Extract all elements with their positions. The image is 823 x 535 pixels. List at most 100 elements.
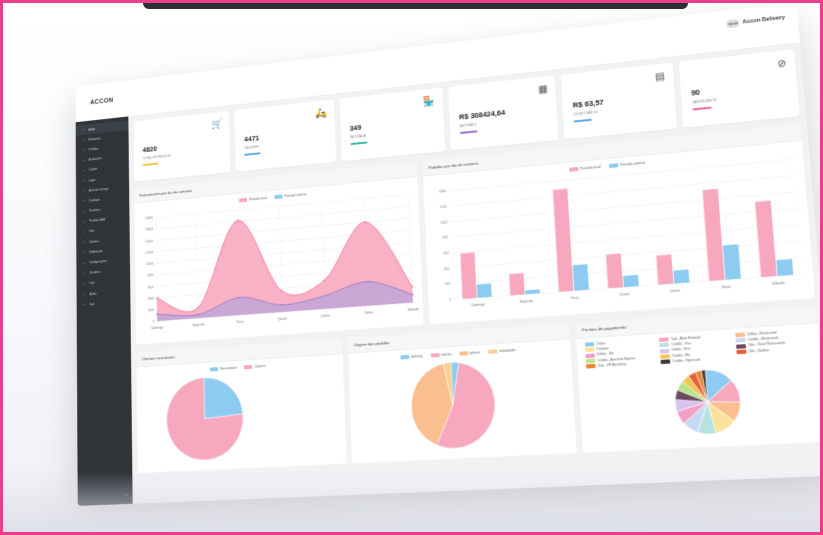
- bar-previous: [723, 244, 741, 280]
- bar-previous: [776, 259, 793, 276]
- x-tick-label: Sábado: [772, 281, 785, 286]
- card-accent-bar: [350, 141, 367, 145]
- kpi-card[interactable]: ⊘ 90 Cancelados: [678, 49, 799, 128]
- card-label: Retirada: [350, 134, 366, 139]
- bar-previous: [623, 275, 639, 287]
- bar-previous: [673, 269, 689, 283]
- card-accent-bar: [143, 163, 159, 166]
- bar-previous: [477, 283, 492, 297]
- bar-current: [606, 254, 623, 289]
- sidebar-item-label: Área de entrega: [89, 187, 109, 193]
- sidebar-item-label: Pedidos: [88, 147, 98, 152]
- brand-logo[interactable]: ACCON: [75, 80, 128, 122]
- y-tick-label: 14000: [145, 239, 153, 244]
- user-menu[interactable]: accon Accon Delivery: [726, 14, 785, 29]
- sidebar: • Início • Relatórios • Pedidos • Avaliações • Cu…: [76, 116, 133, 506]
- y-tick-label: 18000: [145, 216, 153, 221]
- y-tick-label: 0: [153, 320, 155, 324]
- list-icon: •: [81, 148, 86, 153]
- y-tick-label: 0: [449, 298, 451, 302]
- sidebar-item-label: Ajuda: [89, 291, 96, 295]
- sidebar-item-label: Login: [89, 178, 96, 182]
- y-tick-label: 12000: [145, 250, 153, 255]
- sidebar-item-label: Relatórios: [88, 136, 100, 141]
- sidebar-item-label: Produtos Add: [89, 218, 105, 223]
- y-tick-label: 10000: [146, 262, 154, 267]
- y-tick-label: 800: [443, 236, 449, 240]
- box-icon: •: [81, 209, 86, 214]
- recurring-clients-panel: Clientes recorrentes Recorrentes Clientes: [136, 338, 346, 473]
- brand-logo-text: ACCON: [90, 97, 114, 106]
- y-tick-label: 8000: [147, 273, 154, 277]
- store-icon: •: [81, 229, 86, 234]
- card-icon: ▤: [655, 71, 666, 83]
- card-icon: 🏪: [423, 96, 435, 108]
- card-value: R$ 63,57: [573, 98, 604, 110]
- x-tick-label: Quarta: [619, 292, 630, 297]
- pie-chart-clients: [137, 364, 342, 474]
- sidebar-item-label: Cardápio: [89, 198, 100, 203]
- bar-current: [755, 201, 777, 278]
- x-tick-label: Terça: [236, 320, 244, 324]
- y-tick-label: 1200: [440, 205, 447, 210]
- card-accent-bar: [460, 130, 478, 134]
- card-value: 90: [691, 88, 700, 98]
- bar-current: [460, 252, 476, 299]
- x-tick-label: Domingo: [151, 326, 163, 331]
- x-tick-label: Domingo: [471, 302, 484, 307]
- kpi-card[interactable]: ▦ R$ 308424,64 Faturado: [448, 75, 559, 150]
- gear-icon: •: [82, 260, 87, 265]
- grid-line: [453, 241, 802, 268]
- floor-shadow: [3, 472, 820, 532]
- plus-icon: •: [81, 219, 86, 224]
- map-icon: •: [81, 188, 86, 193]
- sidebar-item-label: Loja: [89, 229, 94, 233]
- sidebar-item-label: Usuários: [89, 270, 100, 275]
- x-tick-label: Sexta: [722, 285, 732, 290]
- help-icon: •: [82, 292, 87, 297]
- sidebar-item-label: Fidelização: [89, 249, 103, 254]
- x-tick-label: Sábado: [408, 307, 419, 312]
- users-icon: •: [81, 240, 86, 245]
- card-accent-bar: [245, 152, 261, 156]
- y-tick-label: 600: [443, 251, 449, 255]
- card-value: 4820: [142, 144, 157, 154]
- bar-current: [509, 273, 525, 295]
- user-icon: •: [82, 271, 87, 276]
- x-tick-label: Quinta: [670, 288, 681, 293]
- card-icon: ⊘: [777, 58, 787, 70]
- y-tick-label: 1400: [439, 189, 446, 194]
- card-accent-bar: [574, 119, 592, 123]
- x-tick-label: Quinta: [321, 314, 330, 319]
- kpi-card[interactable]: 🏪 349 Retirada: [339, 88, 445, 162]
- y-tick-label: 200: [445, 282, 451, 286]
- pie-chart-origin: [348, 349, 572, 463]
- pie-slice: [204, 375, 243, 418]
- card-value: 349: [350, 123, 362, 133]
- home-icon: •: [81, 127, 86, 132]
- x-tick-label: Terça: [571, 296, 580, 301]
- sidebar-item-label: Avaliações: [89, 157, 102, 162]
- ticket-icon: •: [81, 168, 86, 173]
- sidebar-item-label: Produtos: [89, 208, 100, 213]
- avatar: accon: [726, 19, 739, 28]
- kpi-card[interactable]: 🛵 4471 Delivery: [235, 99, 336, 171]
- y-tick-label: 4000: [148, 296, 155, 300]
- x-tick-label: Segunda: [519, 299, 533, 304]
- order-origin-panel: Origem dos pedidos delivery balcão iphone m…: [348, 323, 577, 463]
- menu-icon: •: [81, 199, 86, 204]
- kpi-card[interactable]: ▤ R$ 63,57 Ticket médio: [561, 62, 677, 139]
- card-label: Faturado: [459, 123, 477, 129]
- kpi-card[interactable]: 🛒 4820 Total de pedidos: [134, 111, 231, 182]
- area-chart: 0 2000 4000 6000 8000 10000 12000 14000 16000 180…: [135, 186, 424, 344]
- card-icon: 🛵: [315, 108, 327, 120]
- device-top-bar: [143, 3, 688, 9]
- grid-line: [450, 176, 796, 207]
- sidebar-item-label: Início: [88, 127, 94, 131]
- card-label: Cancelados: [692, 98, 717, 105]
- card-label: Total de pedidos: [143, 154, 171, 161]
- card-label: Ticket médio: [573, 110, 598, 116]
- bar-previous: [573, 264, 589, 291]
- card-label: Delivery: [244, 145, 259, 150]
- star-icon: •: [81, 158, 86, 163]
